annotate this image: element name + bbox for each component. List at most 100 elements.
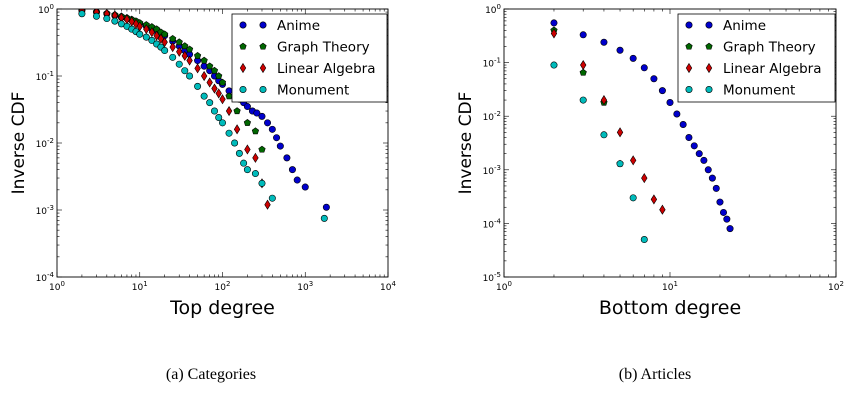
data-point: [716, 198, 724, 206]
data-point: [225, 92, 233, 100]
legend-label: Monument: [723, 83, 795, 99]
data-point: [210, 66, 219, 74]
legend-box: [231, 13, 388, 103]
data-point: [243, 103, 251, 111]
data-point: [322, 203, 330, 211]
x-tick-label: 101: [662, 280, 678, 293]
data-point: [215, 72, 223, 80]
legend-label: Monument: [277, 83, 349, 99]
data-point: [629, 194, 637, 202]
legend-marker: [239, 62, 247, 74]
data-point: [273, 134, 281, 142]
data-point: [258, 179, 266, 187]
legend-marker: [259, 86, 267, 94]
data-point: [616, 127, 624, 138]
legend-label: Linear Algebra: [723, 61, 822, 77]
legend-label: Graph Theory: [723, 40, 816, 56]
data-points: [550, 19, 734, 244]
data-point: [616, 160, 624, 168]
data-point: [169, 34, 177, 42]
data-point: [181, 50, 188, 61]
data-point: [579, 68, 587, 76]
data-point: [550, 28, 558, 39]
series-linear-algebra: [550, 28, 666, 215]
legend-item: Graph Theory: [685, 40, 816, 56]
data-point: [276, 142, 284, 150]
legend-marker: [685, 42, 693, 50]
data-point: [640, 236, 648, 244]
data-point: [235, 149, 243, 157]
data-point: [268, 194, 276, 202]
data-point: [700, 156, 708, 164]
data-point: [666, 99, 674, 107]
legend-item: Monument: [685, 83, 795, 99]
series-anime: [550, 19, 734, 233]
data-point: [194, 82, 202, 90]
y-tick-label: 10-2: [483, 110, 501, 123]
chart-a: 100 101 102 103 104 10-4 10-3 10-2 10-1 100 Top de…: [9, 3, 396, 319]
data-point: [231, 139, 239, 147]
legend-marker: [259, 21, 267, 29]
data-point: [640, 64, 648, 72]
data-point: [258, 145, 266, 153]
data-point: [206, 77, 213, 88]
data-point: [695, 150, 703, 158]
y-tick-label: 10-1: [483, 57, 501, 70]
legend-marker: [259, 42, 267, 50]
plot-frame: [503, 8, 837, 278]
data-point: [200, 92, 208, 100]
data-point: [616, 46, 624, 54]
data-point: [704, 166, 712, 174]
data-point: [210, 107, 218, 115]
data-point: [219, 94, 226, 105]
y-tick-label: 10-4: [36, 271, 55, 284]
data-point: [225, 129, 233, 137]
data-point: [600, 94, 608, 106]
legend-item: Monument: [239, 83, 349, 99]
legend-marker: [705, 21, 713, 29]
data-point: [600, 131, 608, 139]
y-axis-label: Inverse CDF: [9, 92, 29, 195]
data-point: [219, 119, 227, 127]
data-point: [175, 38, 183, 46]
data-point: [251, 170, 259, 178]
data-point: [650, 194, 658, 205]
data-point: [78, 10, 86, 18]
data-point: [264, 199, 271, 210]
data-point: [244, 144, 251, 155]
data-point: [142, 33, 150, 41]
data-point: [723, 215, 731, 223]
data-point: [301, 183, 309, 191]
data-point: [157, 33, 165, 44]
data-point: [194, 63, 201, 74]
x-tick-label: 102: [215, 280, 231, 293]
x-tick-label: 100: [496, 280, 512, 293]
legend-marker: [239, 86, 247, 94]
data-point: [169, 53, 177, 61]
data-point: [550, 61, 558, 69]
legend: Anime Graph Theory Linear Algebra Monument: [677, 13, 836, 103]
series-monument: [550, 61, 648, 244]
chart-b: 100 101 102 10-5 10-4 10-3 10-2 10-1 100 Bottom d…: [456, 3, 844, 319]
data-point: [185, 45, 194, 53]
data-point: [153, 30, 160, 41]
y-tick-label: 100: [485, 3, 501, 16]
data-point: [641, 173, 648, 184]
data-point: [258, 112, 266, 120]
data-point: [148, 36, 156, 44]
data-point: [194, 52, 202, 59]
data-point: [283, 154, 291, 162]
legend-marker: [239, 42, 247, 50]
data-point: [200, 70, 208, 82]
legend: Anime Graph Theory Linear Algebra Monument: [231, 13, 388, 103]
data-point: [264, 119, 272, 127]
data-point: [215, 88, 222, 99]
data-point: [690, 142, 698, 150]
legend-box: [677, 13, 836, 103]
data-point: [218, 78, 227, 86]
data-point: [579, 96, 587, 104]
data-point: [659, 204, 666, 215]
data-point: [320, 214, 328, 222]
data-point: [243, 166, 251, 174]
